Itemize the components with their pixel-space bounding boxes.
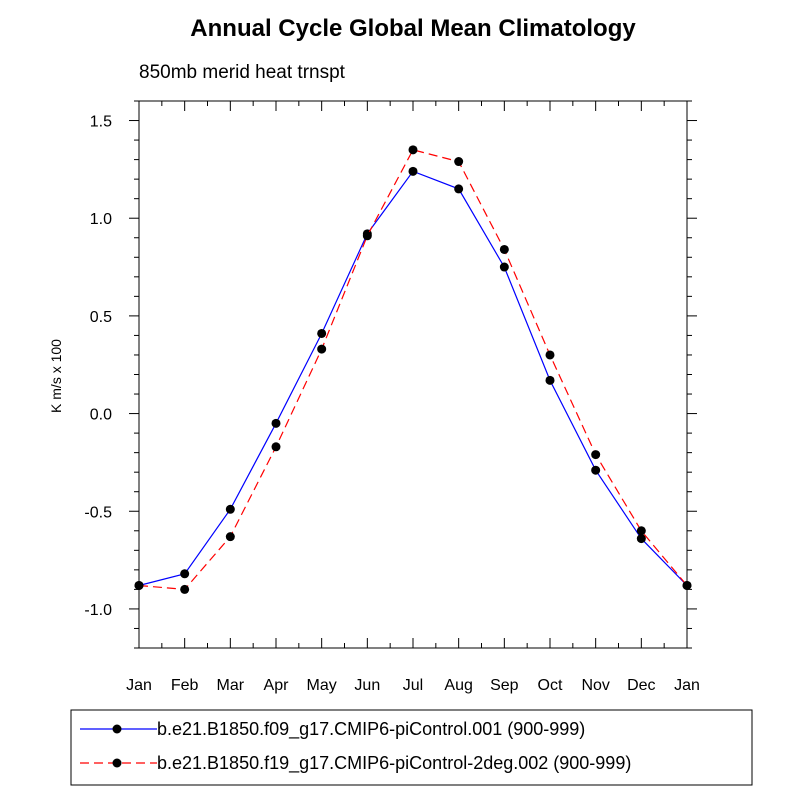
x-tick-label: Nov — [581, 677, 609, 694]
chart-subtitle: 850mb merid heat trnspt — [139, 62, 346, 83]
data-point — [499, 262, 509, 272]
y-tick-label: 1.5 — [90, 114, 112, 131]
data-point — [180, 569, 190, 579]
data-point — [271, 442, 281, 452]
data-point — [271, 418, 281, 428]
legend-marker-1 — [112, 724, 122, 734]
series-line — [138, 149, 688, 591]
x-tick-label: May — [307, 677, 337, 694]
legend-label-2: b.e21.B1850.f19_g17.CMIP6-piControl-2deg… — [157, 753, 631, 774]
data-point — [591, 465, 601, 475]
series-line — [138, 170, 688, 587]
data-point — [408, 166, 418, 176]
x-tick-label: Jan — [126, 677, 152, 694]
data-point — [134, 580, 144, 590]
y-tick-label: 0.0 — [90, 407, 112, 424]
data-point — [225, 532, 235, 542]
legend-marker-2 — [112, 758, 122, 768]
x-tick-label: Aug — [444, 677, 472, 694]
legend-box — [70, 709, 753, 786]
data-point — [317, 328, 327, 338]
x-tick-label: Jun — [354, 677, 380, 694]
data-point — [682, 580, 692, 590]
data-point — [545, 375, 555, 385]
series-layer — [134, 145, 692, 594]
plot-frame — [138, 100, 688, 649]
y-tick-label: -0.5 — [84, 504, 112, 521]
data-point — [545, 350, 555, 360]
y-tick-label: 0.5 — [90, 309, 112, 326]
axes-layer: Jan Feb Mar Apr May Jun Jul Aug Sep Oct Nov Dec Jan -… — [84, 100, 700, 694]
data-point — [317, 344, 327, 354]
data-point — [636, 534, 646, 544]
x-tick-label: Feb — [171, 677, 199, 694]
y-axis-label: K m/s x 100 — [48, 339, 64, 413]
legend-label-1: b.e21.B1850.f09_g17.CMIP6-piControl.001 … — [157, 719, 585, 740]
x-tick-label: Sep — [490, 677, 519, 694]
series-2 — [134, 145, 692, 594]
data-point — [591, 450, 601, 460]
series-1 — [134, 166, 692, 590]
y-tick-label: 1.0 — [90, 211, 112, 228]
data-point — [225, 504, 235, 514]
data-point — [499, 244, 509, 254]
x-tick-label: Jan — [674, 677, 700, 694]
data-point — [408, 145, 418, 155]
x-tick-label: Dec — [627, 677, 655, 694]
y-tick-label: -1.0 — [84, 602, 112, 619]
data-point — [180, 584, 190, 594]
chart-title: Annual Cycle Global Mean Climatology — [190, 15, 636, 42]
x-tick-label: Jul — [403, 677, 423, 694]
data-point — [636, 526, 646, 536]
data-point — [362, 231, 372, 241]
x-tick-label: Apr — [264, 677, 290, 694]
data-point — [454, 184, 464, 194]
x-tick-label: Oct — [538, 677, 563, 694]
x-tick-label: Mar — [217, 677, 245, 694]
legend: b.e21.B1850.f09_g17.CMIP6-piControl.001 … — [70, 709, 753, 786]
data-point — [454, 157, 464, 167]
